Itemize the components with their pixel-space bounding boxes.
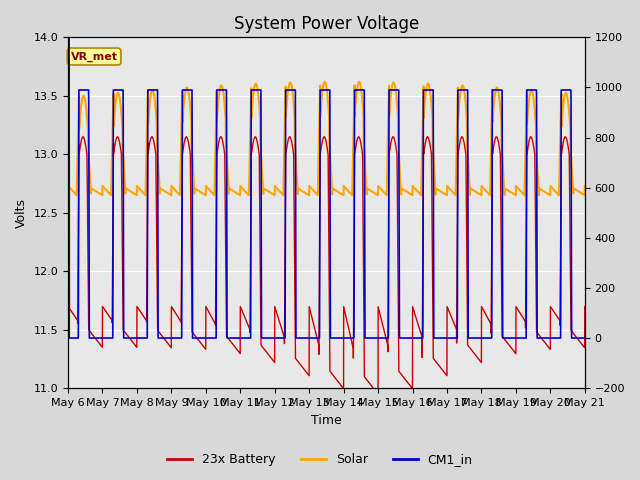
Solar xyxy=(547,192,554,198)
Solar xyxy=(581,183,589,189)
23x Battery xyxy=(413,320,421,325)
23x Battery xyxy=(307,311,315,316)
Solar xyxy=(64,183,72,189)
CM1_in xyxy=(581,335,589,341)
CM1_in xyxy=(64,335,72,341)
CM1_in xyxy=(413,335,421,341)
Solar xyxy=(580,192,588,198)
CM1_in xyxy=(580,335,588,341)
Solar xyxy=(472,189,479,194)
23x Battery xyxy=(472,352,479,358)
Legend: 23x Battery, Solar, CM1_in: 23x Battery, Solar, CM1_in xyxy=(163,448,477,471)
Solar xyxy=(307,185,315,191)
CM1_in xyxy=(307,335,315,341)
Solar xyxy=(355,79,363,85)
23x Battery xyxy=(64,327,72,333)
Line: Solar: Solar xyxy=(68,82,585,195)
23x Battery xyxy=(580,345,588,350)
23x Battery xyxy=(581,303,589,309)
Line: CM1_in: CM1_in xyxy=(68,37,585,338)
CM1_in xyxy=(65,35,72,40)
Y-axis label: Volts: Volts xyxy=(15,198,28,228)
CM1_in xyxy=(442,335,450,341)
23x Battery xyxy=(374,391,382,397)
Solar xyxy=(413,188,421,194)
23x Battery xyxy=(65,35,73,40)
23x Battery xyxy=(157,332,165,337)
CM1_in xyxy=(157,335,165,341)
Text: VR_met: VR_met xyxy=(70,51,118,61)
23x Battery xyxy=(442,372,450,378)
Title: System Power Voltage: System Power Voltage xyxy=(234,15,419,33)
Line: 23x Battery: 23x Battery xyxy=(68,37,585,394)
Solar xyxy=(157,186,164,192)
X-axis label: Time: Time xyxy=(311,414,342,427)
CM1_in xyxy=(472,335,479,341)
Solar xyxy=(442,192,450,198)
